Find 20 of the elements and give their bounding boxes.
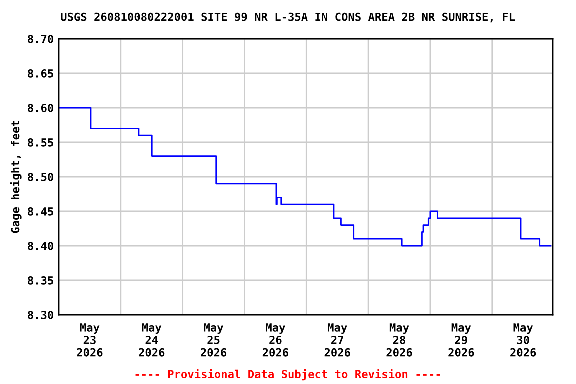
x-tick-label: May 29 2026 [448, 324, 474, 357]
x-tick-label: May 26 2026 [262, 324, 288, 357]
y-tick-label: 8.50 [28, 172, 54, 182]
x-tick-label: May 24 2026 [139, 324, 165, 357]
y-tick-label: 8.70 [28, 34, 54, 44]
x-tick-label: May 28 2026 [386, 324, 412, 357]
chart-title: USGS 260810080222001 SITE 99 NR L-35A IN CONS AREA 2B NR SUNRISE, FL [61, 12, 516, 23]
y-tick-label: 8.55 [28, 138, 54, 147]
x-tick-label: May 23 2026 [77, 324, 103, 357]
text: ---- Provisional Data Subject to Revision ---- [136, 369, 440, 381]
y-tick-label: 8.60 [28, 104, 54, 112]
x-tick-label: May 27 2026 [324, 324, 350, 357]
y-tick-label: 8.40 [28, 242, 54, 250]
y-tick-label: 8.45 [28, 207, 54, 216]
y-tick-label: 8.65 [28, 69, 54, 78]
y-axis-title: Gage height, feet [10, 121, 22, 234]
x-tick-label: May 30 2026 [510, 324, 536, 357]
y-tick-label: 8.35 [28, 276, 54, 285]
x-tick-label: May 25 2026 [201, 324, 227, 357]
y-tick-label: 8.30 [28, 310, 54, 320]
